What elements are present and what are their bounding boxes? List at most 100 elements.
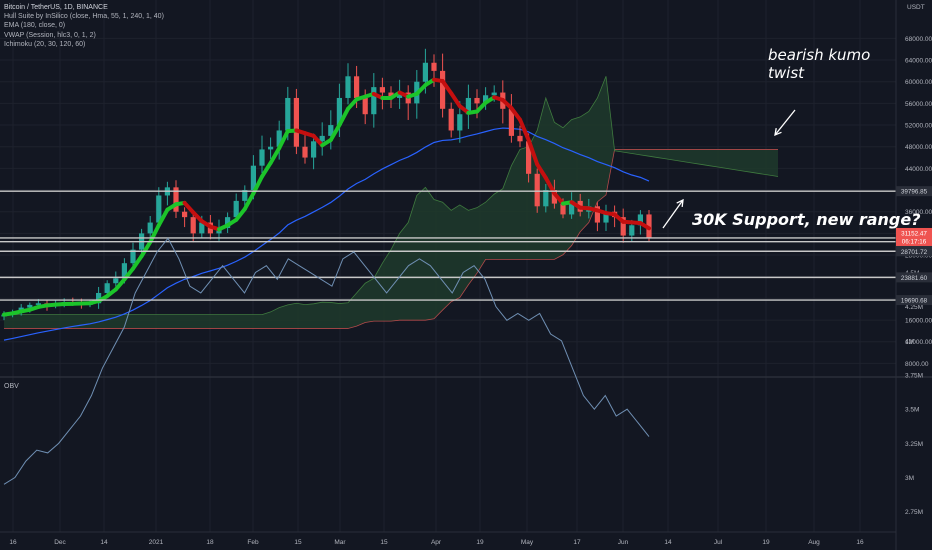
time-tick-label: 18 xyxy=(206,539,214,546)
candle-body xyxy=(233,200,239,218)
hull-segment xyxy=(242,191,256,212)
hull-segment xyxy=(131,254,144,271)
price-tick-label: 8000.00 xyxy=(905,361,929,368)
candle-body xyxy=(362,97,368,115)
currency-label: USDT xyxy=(907,4,925,11)
time-tick-label: 2021 xyxy=(149,539,164,546)
price-tick-label: 56000.00 xyxy=(905,101,932,108)
level-tag-label: 39796.85 xyxy=(901,189,928,196)
candle-body xyxy=(551,190,557,204)
candle-body xyxy=(113,278,119,284)
candle-body xyxy=(173,187,179,212)
hull-segment xyxy=(113,277,127,292)
obv-label[interactable]: OBV xyxy=(4,383,19,390)
hull-segment xyxy=(337,106,350,128)
candle-body xyxy=(182,211,188,218)
price-tick-label: 60000.00 xyxy=(905,79,932,86)
time-tick-label: 14 xyxy=(100,539,108,546)
candle-body xyxy=(379,87,385,93)
candle-body xyxy=(336,97,342,126)
candle-body xyxy=(242,190,248,201)
candle-body xyxy=(560,203,566,215)
price-tick-label: 64000.00 xyxy=(905,58,932,65)
candle-body xyxy=(543,190,549,207)
obv-tick-label: 3.75M xyxy=(905,373,923,380)
candle-body xyxy=(637,214,643,226)
ema-path xyxy=(3,127,650,341)
candle-body xyxy=(199,222,205,234)
kumo-cloud xyxy=(4,76,778,329)
hull-segment xyxy=(552,191,565,206)
candle-body xyxy=(27,304,33,308)
last-price-tag xyxy=(896,227,932,246)
candle-body xyxy=(354,76,360,98)
time-tick-label: 15 xyxy=(294,539,302,546)
candle-body xyxy=(371,87,377,115)
price-tick-label: 68000.00 xyxy=(905,36,932,43)
time-tick-label: 17 xyxy=(573,539,581,546)
hull-segment xyxy=(191,210,204,224)
obv-tick-label: 3M xyxy=(905,475,914,482)
time-tick-label: 14 xyxy=(664,539,672,546)
candle-body xyxy=(440,70,446,109)
candle-body xyxy=(465,97,471,115)
candle-body xyxy=(569,200,575,215)
hull-segment xyxy=(148,223,161,245)
candle-body xyxy=(156,195,162,223)
legend-ichimoku[interactable]: Ichimoku (20, 30, 120, 60) xyxy=(4,40,86,48)
obv-pane xyxy=(3,237,650,485)
time-tick-label: 16 xyxy=(856,539,864,546)
time-tick-label: 16 xyxy=(9,539,17,546)
candle-body xyxy=(104,283,110,293)
candles xyxy=(1,48,652,321)
legend-vwap[interactable]: VWAP (Session, hlc3, 0, 1, 2) xyxy=(4,31,96,39)
candle-body xyxy=(345,76,351,98)
hull-segment xyxy=(535,162,548,180)
price-axis: 68000.00 64000.00 60000.00 56000.00 52000.00… xyxy=(905,4,932,368)
hull-segment xyxy=(475,100,488,114)
obv-line xyxy=(3,237,650,485)
candle-body xyxy=(96,292,102,304)
candle-body xyxy=(319,135,325,142)
legend-ema[interactable]: EMA (180, close, 0) xyxy=(4,22,66,30)
obv-tick-label: 3.25M xyxy=(905,441,923,448)
hull-segment xyxy=(311,133,325,148)
time-tick-label: 19 xyxy=(762,539,770,546)
symbol-title[interactable]: Bitcoin / TetherUS, 1D, BINANCE xyxy=(4,4,108,11)
ichimoku-cloud xyxy=(4,76,779,329)
hull-segment xyxy=(139,240,153,259)
candle-body xyxy=(276,130,282,147)
candle-body xyxy=(397,92,403,98)
hull-segment xyxy=(518,117,531,142)
price-tick-label: 44000.00 xyxy=(905,166,932,173)
hull-segment xyxy=(346,97,359,111)
candle-body xyxy=(629,225,635,236)
hull-segment xyxy=(449,91,462,109)
candle-body xyxy=(250,165,256,191)
hull-suite-line xyxy=(2,77,651,317)
obv-tick-label: 4.25M xyxy=(905,304,923,311)
hull-segment xyxy=(268,146,282,165)
level-tag-bg xyxy=(896,272,932,283)
hull-segment xyxy=(509,106,522,122)
time-tick-label: Apr xyxy=(431,539,442,546)
candle-body xyxy=(388,92,394,98)
level-tag-bg xyxy=(896,295,932,306)
hull-segment xyxy=(182,200,196,215)
time-tick-label: May xyxy=(521,539,534,546)
candle-body xyxy=(311,141,317,158)
candle-body xyxy=(302,146,308,158)
candle-body xyxy=(474,97,480,104)
annotation-arrows xyxy=(662,109,796,229)
candle-body xyxy=(491,92,497,96)
level-tag-label: 19690.68 xyxy=(901,298,928,305)
price-tick-label: 52000.00 xyxy=(905,123,932,130)
obv-tick-label: 3.5M xyxy=(905,407,919,414)
legend-hull-suite[interactable]: Hull Suite by InSilico (close, Hma, 55, … xyxy=(4,13,164,21)
hull-segment xyxy=(277,129,290,151)
candle-body xyxy=(594,206,600,223)
indicator-legend: Bitcoin / TetherUS, 1D, BINANCE Hull Sui… xyxy=(4,3,164,49)
obv-tick-label: 4M xyxy=(905,338,914,345)
candle-body xyxy=(121,263,127,279)
